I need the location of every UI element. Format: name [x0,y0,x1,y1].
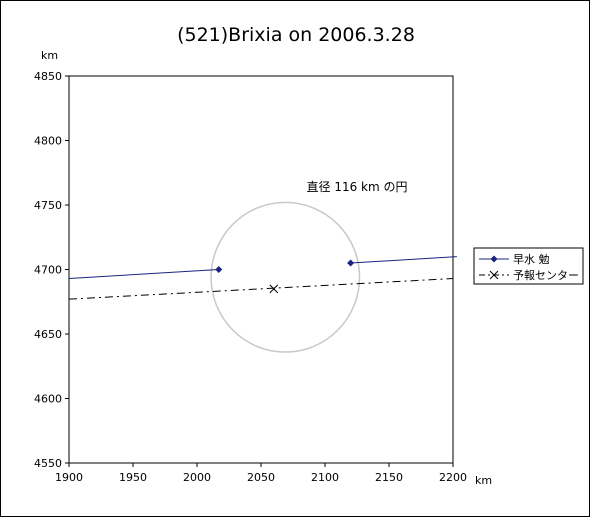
legend-marker [489,270,499,280]
plot-area [68,75,454,464]
legend-label: 早水 勉 [513,252,550,266]
chart-title: (521)Brixia on 2006.3.28 [177,24,415,46]
x-tick-label: 2150 [375,471,403,484]
y-tick-label: 4550 [34,457,62,470]
series-line [350,256,457,264]
legend-marker-stroke-b [489,270,499,280]
diameter-circle [210,201,361,353]
chart-marks [68,201,457,353]
series-line [68,278,454,300]
x-axis-unit-label: km [475,474,492,487]
x-tick-label: 1900 [55,471,83,484]
x-tick-label: 2000 [183,471,211,484]
y-tick-label: 4650 [34,328,62,341]
x-tick-label: 2050 [247,471,275,484]
legend-marker [490,255,498,263]
legend-label: 予報センター [513,269,579,282]
y-tick-label: 4700 [34,264,62,277]
series-line [69,269,219,280]
data-point [215,266,223,273]
x-tick-label: 2200 [439,471,467,484]
data-point-stroke-b [269,284,279,294]
x-tick-label: 1950 [119,471,147,484]
y-tick-label: 4600 [34,393,62,406]
y-tick-label: 4850 [34,70,62,83]
circle-annotation: 直径 116 km の円 [307,180,408,194]
y-axis-unit-label: km [41,49,58,62]
y-tick-label: 4800 [34,135,62,148]
y-axis-ticks: 4550 4600 4650 4700 4750 4800 4850 [34,70,69,470]
data-point [347,259,355,267]
y-tick-label: 4750 [34,199,62,212]
plot-background [68,75,454,464]
data-point [269,284,279,294]
x-axis-ticks: 1900 1950 2000 2050 2100 2150 2200 [55,463,467,484]
x-tick-label: 2100 [311,471,339,484]
legend-box [473,247,584,285]
